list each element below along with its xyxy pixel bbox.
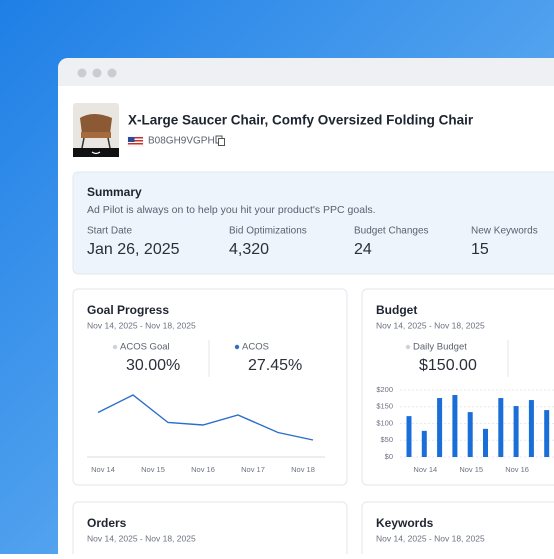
x-tick-label: Nov 17 <box>241 465 265 474</box>
stat-value: Jan 26, 2025 <box>87 241 180 258</box>
stat-label: Start Date <box>87 226 132 237</box>
bar <box>421 430 427 457</box>
product-title: X-Large Saucer Chair, Comfy Oversized Fo… <box>128 113 474 128</box>
bar <box>437 398 443 457</box>
summary-subtitle: Ad Pilot is always on to help you hit yo… <box>87 204 376 216</box>
bar <box>513 406 519 457</box>
keywords-card <box>361 501 554 559</box>
card-title: Keywords <box>376 516 434 530</box>
bar <box>498 398 504 457</box>
stat-label: Bid Optimizations <box>229 226 307 237</box>
x-tick-label: Nov 15 <box>141 465 165 474</box>
x-tick-label: Nov 18 <box>291 465 315 474</box>
metric-value: 27.45% <box>248 357 302 374</box>
x-tick-label: Nov 14 <box>413 465 437 474</box>
window-dot <box>107 68 117 78</box>
metric-dot <box>405 344 411 350</box>
date-range: Nov 14, 2025 - Nov 18, 2025 <box>87 320 196 330</box>
stat-value: 24 <box>354 241 372 258</box>
x-tick-label: Nov 16 <box>191 465 215 474</box>
asin: B08GH9VGPH <box>148 136 215 147</box>
metric-label: ACOS <box>242 342 269 353</box>
bar <box>467 412 473 457</box>
date-range: Nov 14, 2025 - Nov 18, 2025 <box>87 533 196 543</box>
stat-label: Budget Changes <box>354 226 429 237</box>
goal-progress-card <box>72 288 348 486</box>
copy-icon[interactable] <box>215 135 225 146</box>
bar <box>483 428 488 457</box>
x-tick-label: Nov 14 <box>91 465 115 474</box>
y-tick-label: $200 <box>376 385 393 394</box>
bar <box>452 395 458 457</box>
y-tick-label: $0 <box>385 452 393 461</box>
data-line <box>97 394 314 441</box>
y-tick-label: $150 <box>376 402 393 411</box>
stat-label: New Keywords <box>471 226 538 237</box>
x-tick-label: Nov 16 <box>505 465 529 474</box>
card-title: Goal Progress <box>87 303 169 317</box>
summary-card <box>72 171 554 275</box>
metric-value: $150.00 <box>419 357 477 374</box>
product-image <box>73 103 119 157</box>
stat-value: 4,320 <box>229 241 269 258</box>
metric-dot <box>234 344 240 350</box>
date-range: Nov 14, 2025 - Nov 18, 2025 <box>376 533 485 543</box>
metric-label: ACOS Goal <box>120 342 170 353</box>
card-title: Budget <box>376 303 417 317</box>
orders-card <box>72 501 348 559</box>
bar <box>528 400 534 457</box>
metric-label: Daily Budget <box>413 342 467 353</box>
x-tick-label: Nov 15 <box>459 465 483 474</box>
window-dot <box>92 68 102 78</box>
metric-value: 30.00% <box>126 357 180 374</box>
title-bar <box>58 58 554 86</box>
y-tick-label: $100 <box>376 418 393 427</box>
bar <box>544 410 550 457</box>
metric-dot <box>112 344 118 350</box>
window-dot <box>77 68 87 78</box>
y-tick-label: $50 <box>380 435 393 444</box>
flag-icon <box>127 136 144 147</box>
summary-title: Summary <box>87 185 142 199</box>
bar <box>406 416 412 457</box>
stat-value: 15 <box>471 241 489 258</box>
date-range: Nov 14, 2025 - Nov 18, 2025 <box>376 320 485 330</box>
card-title: Orders <box>87 516 127 530</box>
